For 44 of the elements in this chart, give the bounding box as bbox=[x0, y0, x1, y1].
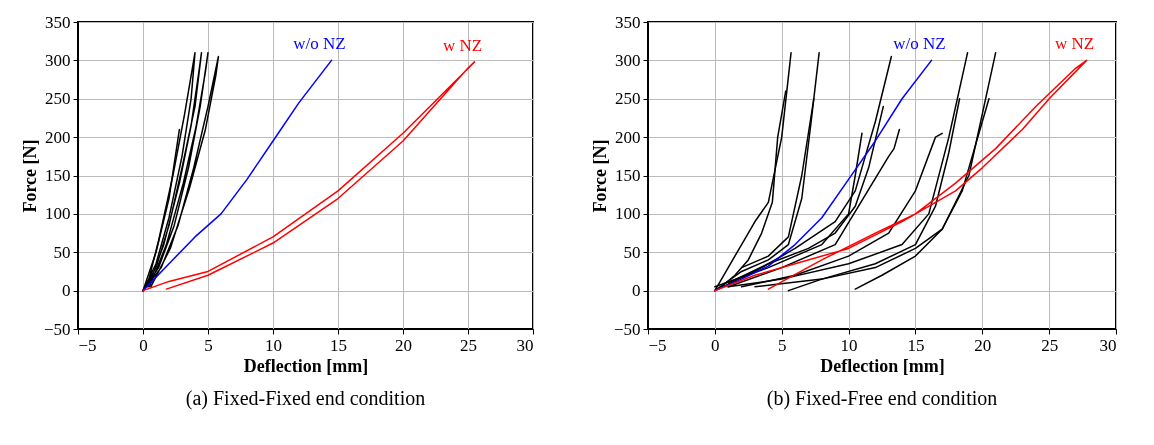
x-tick-label: −5 bbox=[78, 335, 97, 355]
y-tick-label: 250 bbox=[615, 89, 641, 109]
x-tick-label: 5 bbox=[777, 335, 787, 355]
text: (a) Fixed-Fixed end condition bbox=[185, 387, 426, 410]
x-tick-label: 30 bbox=[1099, 335, 1117, 355]
x-tick-label: 10 bbox=[840, 335, 858, 355]
series-label: w NZ bbox=[442, 35, 483, 55]
y-tick-label: 350 bbox=[45, 12, 71, 32]
x-tick-label: 10 bbox=[265, 335, 282, 355]
y-tick-label: 100 bbox=[45, 204, 71, 224]
series-label: w/o NZ bbox=[893, 34, 946, 54]
x-tick-label: 30 bbox=[516, 335, 534, 355]
text: (b) Fixed-Free end condition bbox=[766, 387, 998, 410]
x-tick-label: 20 bbox=[974, 335, 992, 355]
series-label: w NZ bbox=[1054, 34, 1095, 54]
y-axis-title: Force [N] bbox=[19, 139, 40, 213]
x-tick-label: 15 bbox=[330, 335, 347, 355]
x-tick-label: 25 bbox=[1041, 335, 1059, 355]
x-axis-title: Deflection [mm] bbox=[243, 355, 369, 376]
y-tick-label: 0 bbox=[62, 281, 71, 301]
x-tick-label: 0 bbox=[139, 335, 148, 355]
x-tick-label: 0 bbox=[711, 335, 720, 355]
y-tick-label: 300 bbox=[615, 50, 641, 70]
y-tick-label: 150 bbox=[45, 166, 71, 185]
y-axis-title: Force [N] bbox=[589, 139, 610, 213]
y-tick-label: 100 bbox=[615, 204, 641, 224]
y-tick-label: 50 bbox=[53, 242, 71, 262]
x-tick-label: 15 bbox=[907, 335, 925, 355]
series-label: w/o NZ bbox=[293, 34, 346, 54]
x-tick-label: 5 bbox=[204, 335, 213, 355]
y-tick-label: 150 bbox=[615, 166, 641, 185]
y-tick-label: −50 bbox=[613, 319, 641, 339]
x-tick-label: 20 bbox=[395, 335, 412, 355]
y-tick-label: −50 bbox=[43, 319, 71, 339]
y-tick-label: 200 bbox=[615, 127, 641, 147]
y-tick-label: 50 bbox=[623, 242, 641, 262]
x-tick-label: −5 bbox=[648, 335, 667, 355]
y-tick-label: 300 bbox=[45, 50, 71, 70]
y-tick-label: 200 bbox=[45, 127, 71, 147]
x-tick-label: 25 bbox=[460, 335, 477, 355]
y-tick-label: 350 bbox=[615, 12, 641, 32]
x-axis-title: Deflection [mm] bbox=[820, 355, 945, 376]
y-tick-label: 250 bbox=[45, 89, 71, 109]
y-tick-label: 0 bbox=[632, 281, 641, 301]
